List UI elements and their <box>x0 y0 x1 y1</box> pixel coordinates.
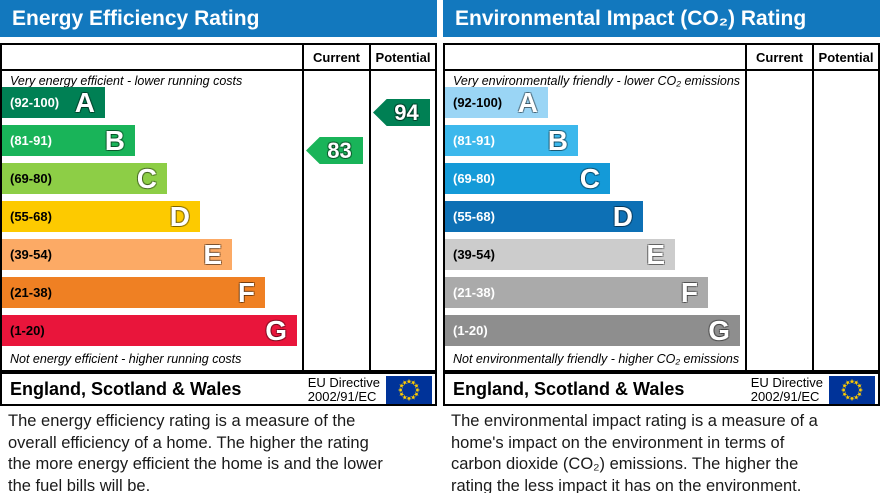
band-letter: B <box>104 124 125 156</box>
band-range-label: (1-20) <box>453 323 488 338</box>
band-row-b: (81-91) B <box>2 125 135 156</box>
band-range-label: (81-91) <box>453 133 495 148</box>
column-divider <box>302 45 304 370</box>
co2-chart-body: Very environmentally friendly - lower CO… <box>445 71 878 370</box>
band-letter: E <box>203 238 222 270</box>
band-bar: (1-20) G <box>2 315 297 346</box>
band-row-g: (1-20) G <box>445 315 740 346</box>
eu-flag-icon <box>829 376 875 404</box>
band-row-f: (21-38) F <box>445 277 708 308</box>
band-letter: A <box>74 86 95 118</box>
eu-directive-label: EU Directive 2002/91/EC <box>308 376 380 404</box>
band-row-c: (69-80) C <box>2 163 167 194</box>
band-bar: (39-54) E <box>2 239 232 270</box>
band-letter: G <box>708 314 730 346</box>
band-bar: (55-68) D <box>445 201 643 232</box>
current-rating-arrow: 83 <box>306 137 363 164</box>
band-letter: D <box>169 200 190 232</box>
column-header-potential: Potential <box>375 49 431 65</box>
bottom-note: Not energy efficient - higher running co… <box>10 352 242 366</box>
band-range-label: (21-38) <box>10 285 52 300</box>
band-letter: B <box>547 124 568 156</box>
column-header-current: Current <box>313 49 360 65</box>
bottom-note: Not environmentally friendly - higher CO… <box>453 352 740 366</box>
eu-flag-icon <box>386 376 432 404</box>
band-row-c: (69-80) C <box>445 163 610 194</box>
band-letter: E <box>646 238 665 270</box>
panel-title: Environmental Impact (CO₂) Rating <box>455 6 807 30</box>
band-range-label: (21-38) <box>453 285 495 300</box>
column-header-current: Current <box>756 49 803 65</box>
band-bar: (69-80) C <box>445 163 610 194</box>
band-bar: (21-38) F <box>2 277 265 308</box>
band-row-e: (39-54) E <box>445 239 675 270</box>
band-row-g: (1-20) G <box>2 315 297 346</box>
region-label: England, Scotland & Wales <box>10 378 242 399</box>
band-bar: (92-100) A <box>445 87 548 118</box>
eu-directive-line1: EU Directive <box>307 375 380 390</box>
region-label: England, Scotland & Wales <box>453 378 685 399</box>
co2-title-bar: Environmental Impact (CO₂) Rating <box>443 0 880 37</box>
band-letter: F <box>237 276 255 308</box>
eu-directive-line2: 2002/91/EC <box>307 389 377 404</box>
band-bar: (81-91) B <box>445 125 578 156</box>
band-range-label: (55-68) <box>10 209 52 224</box>
band-row-e: (39-54) E <box>2 239 232 270</box>
band-row-b: (81-91) B <box>445 125 578 156</box>
column-divider <box>745 45 747 370</box>
band-row-d: (55-68) D <box>445 201 643 232</box>
band-bar: (92-100) A <box>2 87 105 118</box>
band-letter: A <box>517 86 538 118</box>
energy-efficiency-panel: Energy Efficiency Rating Current Potenti… <box>0 0 437 493</box>
column-header-potential: Potential <box>818 49 874 65</box>
table-header-row: Current Potential <box>445 45 878 71</box>
band-range-label: (69-80) <box>10 171 52 186</box>
environmental-impact-panel: Environmental Impact (CO₂) Rating Curren… <box>443 0 880 493</box>
band-row-a: (92-100) A <box>2 87 105 118</box>
potential-rating-arrow: 94 <box>373 99 430 126</box>
co2-description-text: The environmental impact rating is a mea… <box>451 412 818 493</box>
band-range-label: (92-100) <box>10 95 60 110</box>
band-letter: C <box>136 162 157 194</box>
band-range-label: (1-20) <box>10 323 45 338</box>
band-bar: (55-68) D <box>2 201 200 232</box>
table-header-row: Current Potential <box>2 45 435 71</box>
region-footer: England, Scotland & Wales EU Directive 2… <box>443 372 880 406</box>
band-bar: (69-80) C <box>2 163 167 194</box>
band-range-label: (39-54) <box>453 247 495 262</box>
band-bar: (39-54) E <box>445 239 675 270</box>
band-bar: (21-38) F <box>445 277 708 308</box>
band-letter: F <box>680 276 698 308</box>
energy-rating-table: Current Potential Very energy efficient … <box>0 43 437 372</box>
band-range-label: (55-68) <box>453 209 495 224</box>
band-range-label: (39-54) <box>10 247 52 262</box>
eu-directive-label: EU Directive 2002/91/EC <box>751 376 823 404</box>
band-row-a: (92-100) A <box>445 87 548 118</box>
band-bar: (81-91) B <box>2 125 135 156</box>
column-divider <box>369 45 371 370</box>
co2-rating-table: Current Potential Very environmentally f… <box>443 43 880 372</box>
column-divider <box>812 45 814 370</box>
band-letter: C <box>579 162 600 194</box>
energy-title-bar: Energy Efficiency Rating <box>0 0 437 37</box>
eu-directive-line1: EU Directive <box>750 375 823 390</box>
panel-title: Energy Efficiency Rating <box>12 6 260 30</box>
energy-description-text: The energy efficiency rating is a measur… <box>8 412 383 493</box>
band-range-label: (81-91) <box>10 133 52 148</box>
top-note: Very environmentally friendly - lower CO… <box>453 74 741 88</box>
band-range-label: (69-80) <box>453 171 495 186</box>
eu-directive-line2: 2002/91/EC <box>750 389 820 404</box>
band-row-f: (21-38) F <box>2 277 265 308</box>
band-letter: G <box>265 314 287 346</box>
top-note: Very energy efficient - lower running co… <box>10 74 243 88</box>
band-bar: (1-20) G <box>445 315 740 346</box>
region-footer: England, Scotland & Wales EU Directive 2… <box>0 372 437 406</box>
band-row-d: (55-68) D <box>2 201 200 232</box>
energy-chart-body: Very energy efficient - lower running co… <box>2 71 435 370</box>
band-range-label: (92-100) <box>453 95 503 110</box>
band-letter: D <box>612 200 633 232</box>
